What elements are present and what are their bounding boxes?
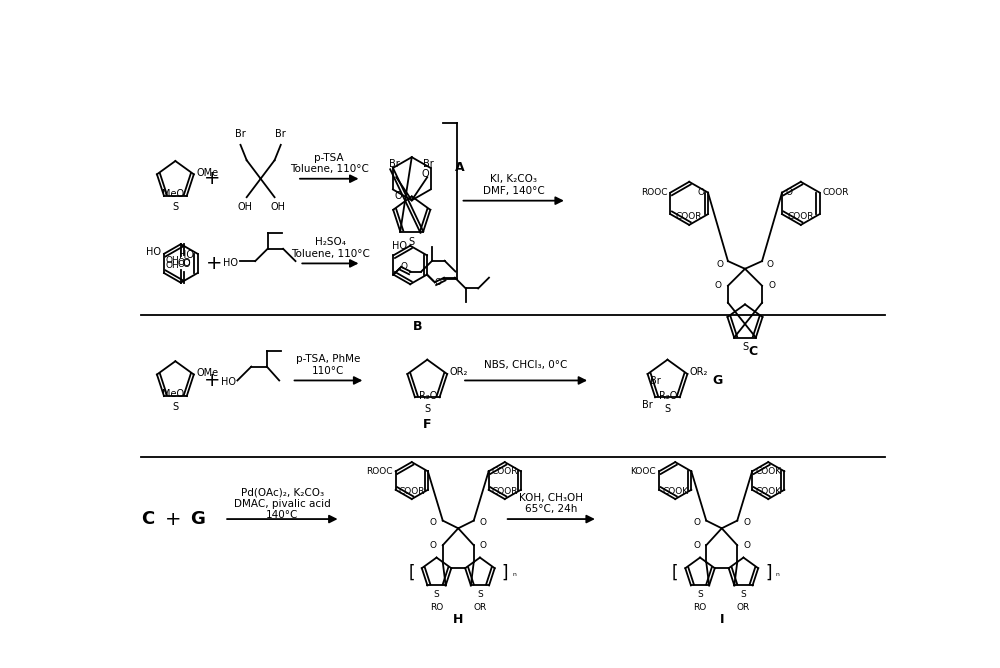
Text: HO: HO bbox=[221, 377, 236, 387]
Text: O: O bbox=[693, 540, 700, 550]
Text: OR: OR bbox=[737, 603, 750, 612]
Text: OH: OH bbox=[166, 257, 179, 265]
Text: p-TSA
Toluene, 110°C: p-TSA Toluene, 110°C bbox=[290, 152, 369, 174]
Text: Br: Br bbox=[423, 160, 434, 170]
Text: O: O bbox=[715, 281, 722, 291]
Text: +: + bbox=[204, 371, 220, 390]
Text: Pd(OAc)₂, K₂CO₃
DMAC, pivalic acid
140°C: Pd(OAc)₂, K₂CO₃ DMAC, pivalic acid 140°C bbox=[234, 487, 331, 520]
Text: O: O bbox=[767, 261, 774, 269]
Text: C: C bbox=[142, 510, 155, 528]
Text: OMe: OMe bbox=[196, 368, 218, 378]
Text: S: S bbox=[742, 342, 748, 352]
Text: HO: HO bbox=[179, 250, 194, 261]
Text: Br: Br bbox=[650, 376, 661, 386]
Text: O: O bbox=[743, 540, 750, 550]
Text: O: O bbox=[401, 263, 408, 271]
Text: COOR: COOR bbox=[492, 467, 518, 476]
Text: KI, K₂CO₃
DMF, 140°C: KI, K₂CO₃ DMF, 140°C bbox=[483, 174, 545, 196]
Text: O: O bbox=[693, 518, 700, 526]
Text: NBS, CHCl₃, 0°C: NBS, CHCl₃, 0°C bbox=[484, 360, 568, 370]
Text: +: + bbox=[204, 169, 220, 188]
Text: p-TSA, PhMe
110°C: p-TSA, PhMe 110°C bbox=[296, 354, 361, 376]
Text: O: O bbox=[177, 260, 184, 269]
Text: OH: OH bbox=[166, 261, 179, 271]
Text: O: O bbox=[177, 259, 184, 267]
Text: HO: HO bbox=[392, 240, 407, 250]
Text: OR₂: OR₂ bbox=[449, 367, 468, 377]
Text: ₙ: ₙ bbox=[512, 568, 516, 578]
Text: I: I bbox=[720, 613, 724, 626]
Text: COOR: COOR bbox=[676, 212, 702, 221]
Text: COOK: COOK bbox=[755, 487, 781, 496]
Text: S: S bbox=[741, 590, 746, 599]
Text: MeO: MeO bbox=[162, 389, 184, 399]
Text: +: + bbox=[206, 254, 222, 273]
Text: +: + bbox=[165, 510, 181, 528]
Text: O: O bbox=[421, 170, 429, 180]
Text: ₙ: ₙ bbox=[776, 568, 780, 578]
Text: O: O bbox=[743, 518, 750, 526]
Text: MeO: MeO bbox=[162, 189, 184, 199]
Text: ]: ] bbox=[765, 564, 772, 582]
Text: OH: OH bbox=[270, 202, 285, 212]
Text: G: G bbox=[190, 510, 205, 528]
Text: S: S bbox=[477, 590, 483, 599]
Text: S: S bbox=[424, 404, 430, 414]
Text: S: S bbox=[697, 590, 703, 599]
Text: O: O bbox=[716, 261, 723, 269]
Text: G: G bbox=[713, 374, 723, 387]
Text: ROOC: ROOC bbox=[366, 467, 393, 476]
Text: OR₂: OR₂ bbox=[690, 367, 708, 377]
Text: OR: OR bbox=[473, 603, 487, 612]
Text: ]: ] bbox=[502, 564, 508, 582]
Text: O: O bbox=[430, 518, 437, 526]
Text: O: O bbox=[480, 540, 487, 550]
Text: [: [ bbox=[672, 564, 678, 582]
Text: O: O bbox=[768, 281, 775, 291]
Text: B: B bbox=[413, 320, 423, 333]
Text: RO: RO bbox=[693, 603, 707, 612]
Text: O: O bbox=[480, 518, 487, 526]
Text: O: O bbox=[434, 278, 441, 287]
Text: COOR: COOR bbox=[788, 212, 814, 221]
Text: S: S bbox=[172, 202, 178, 212]
Text: RO: RO bbox=[430, 603, 443, 612]
Text: COOK: COOK bbox=[755, 467, 781, 476]
Text: O: O bbox=[395, 191, 402, 201]
Text: COOR: COOR bbox=[823, 188, 849, 197]
Text: A: A bbox=[455, 161, 465, 174]
Text: S: S bbox=[664, 404, 671, 414]
Text: COOR: COOR bbox=[492, 487, 518, 496]
Text: O: O bbox=[698, 188, 705, 197]
Text: R₂O: R₂O bbox=[419, 391, 437, 401]
Text: HO: HO bbox=[146, 247, 161, 257]
Text: [: [ bbox=[409, 564, 415, 582]
Text: Br: Br bbox=[389, 160, 400, 170]
Text: H: H bbox=[453, 613, 463, 626]
Text: O: O bbox=[182, 258, 190, 268]
Text: KOH, CH₃OH
65°C, 24h: KOH, CH₃OH 65°C, 24h bbox=[519, 493, 583, 514]
Text: S: S bbox=[434, 590, 439, 599]
Text: Br: Br bbox=[235, 129, 246, 139]
Text: R₂O: R₂O bbox=[659, 391, 677, 401]
Text: OMe: OMe bbox=[196, 168, 218, 178]
Text: KOOC: KOOC bbox=[630, 467, 656, 476]
Text: S: S bbox=[409, 237, 415, 247]
Text: OH: OH bbox=[238, 202, 253, 212]
Text: O: O bbox=[430, 540, 437, 550]
Text: Br: Br bbox=[642, 399, 653, 409]
Text: HO: HO bbox=[223, 258, 238, 268]
Text: O: O bbox=[182, 259, 190, 269]
Text: COOK: COOK bbox=[662, 487, 688, 496]
Text: S: S bbox=[172, 402, 178, 412]
Text: COOR: COOR bbox=[398, 487, 425, 496]
Text: F: F bbox=[423, 418, 432, 431]
Text: O: O bbox=[785, 188, 792, 197]
Text: H₂SO₄
Toluene, 110°C: H₂SO₄ Toluene, 110°C bbox=[291, 237, 370, 259]
Text: ROOC: ROOC bbox=[641, 188, 667, 197]
Text: C: C bbox=[748, 345, 757, 359]
Text: Br: Br bbox=[275, 129, 286, 139]
